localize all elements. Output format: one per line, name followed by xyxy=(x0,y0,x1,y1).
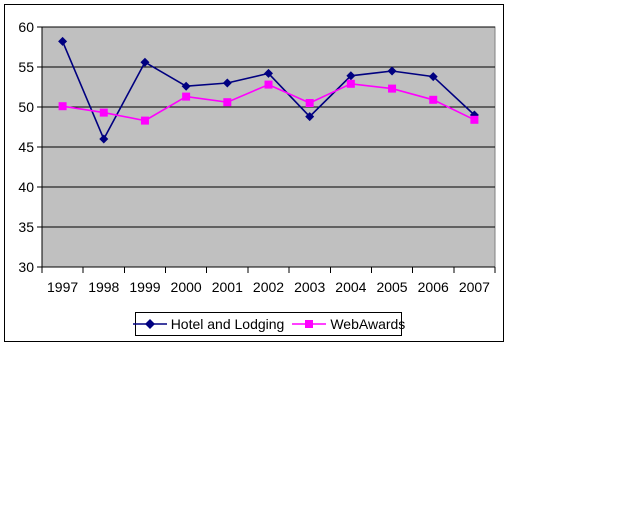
data-point-marker-square xyxy=(140,116,149,125)
data-point-marker-square xyxy=(470,115,479,124)
legend-entry-webawards: WebAwards xyxy=(291,316,405,332)
data-point-marker-diamond xyxy=(346,71,356,81)
data-point-marker-diamond xyxy=(58,36,68,46)
data-point-marker-square xyxy=(305,99,314,107)
data-point-marker-diamond xyxy=(305,112,315,122)
data-point-marker-square xyxy=(58,102,67,111)
data-point-marker-diamond xyxy=(99,134,109,144)
data-point-marker-square xyxy=(388,84,397,93)
legend-diamond-swatch-icon xyxy=(132,319,167,329)
data-point-marker-diamond xyxy=(387,66,397,76)
data-point-marker-square xyxy=(264,80,273,89)
data-point-marker-diamond xyxy=(222,78,232,88)
data-point-marker-diamond xyxy=(264,68,273,78)
legend-label-webawards: WebAwards xyxy=(330,316,406,332)
data-point-marker-diamond xyxy=(140,57,150,67)
data-point-marker-square xyxy=(182,92,191,101)
data-point-marker-diamond xyxy=(428,72,438,82)
legend-entry-hotel-and-lodging: Hotel and Lodging xyxy=(132,316,285,332)
legend-label-hotel-and-lodging: Hotel and Lodging xyxy=(170,316,285,332)
data-point-marker-square xyxy=(99,108,108,117)
data-point-marker-diamond xyxy=(181,81,191,91)
legend-square-swatch-icon xyxy=(292,320,327,328)
data-point-marker-square xyxy=(346,79,355,88)
chart-legend: Hotel and Lodging WebAwards xyxy=(132,312,405,336)
data-point-marker-square xyxy=(223,98,232,107)
data-point-marker-square xyxy=(429,95,438,104)
